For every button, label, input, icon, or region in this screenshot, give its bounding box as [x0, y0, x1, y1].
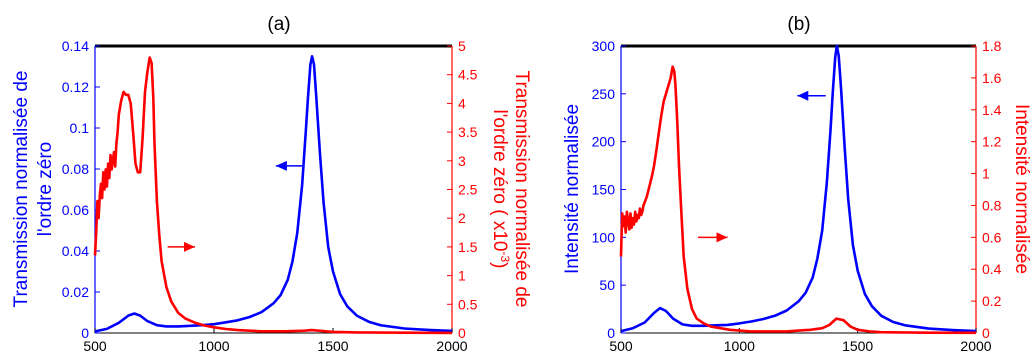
panel-a-left-tick-label: 0: [81, 325, 89, 341]
panel-b-left-tick-label: 200: [592, 134, 616, 150]
panel-b-arrow-head: [797, 90, 809, 101]
panel-b-plot: 500 1000 1500 200005010015020025030000.20.4…: [592, 38, 1002, 354]
panel-a-right-label: Transmission normalisée de l'ordre zéro …: [489, 71, 532, 308]
panel-a-right-axis-label-exponent: -3: [498, 251, 512, 262]
panel-b-left-tick-label: 100: [592, 229, 616, 245]
panel-b-x-tick-label: 500: [609, 338, 633, 354]
panel-b-left-tick-label: 50: [599, 277, 615, 293]
panel-a-right-tick-label: 0.5: [458, 296, 478, 312]
panel-b-right-tick-label: 0.2: [982, 293, 1002, 309]
panel-b-left-tick-label: 0: [607, 325, 615, 341]
panel-b-right-tick-label: 0.6: [982, 229, 1002, 245]
panel-b-right-tick-label: 1.4: [982, 102, 1002, 118]
panel-a-left-axis-label-line1: Transmission normalisée de: [11, 71, 32, 308]
panel-a-right-tick-label: 1.5: [458, 239, 478, 255]
panel-a-right-axis-label-line1: Transmission normalisée de: [511, 71, 532, 308]
panel-b: (b) Intensité normalisée Intensité norma…: [562, 14, 1032, 354]
panel-b-right-axis-label: Intensité normalisée: [1011, 104, 1032, 274]
panel-a-right-tick-label: 1: [458, 268, 466, 284]
panel-a-x-tick-label: 1500: [317, 338, 348, 354]
panel-b-left-tick-label: 250: [592, 86, 616, 102]
panel-a-left-tick-label: 0.06: [62, 202, 89, 218]
panel-a-right-tick-label: 4: [458, 95, 466, 111]
panel-b-x-tick-label: 2000: [960, 338, 991, 354]
panel-b-right-tick-label: 0: [982, 325, 990, 341]
panel-b-left-tick-label: 150: [592, 182, 616, 198]
panel-b-left-tick-label: 300: [592, 38, 616, 54]
panel-b-left-axis-label: Intensité normalisée: [562, 104, 583, 274]
panel-b-right-tick-label: 1: [982, 166, 990, 182]
panel-b-blue-series-line: [620, 44, 977, 333]
panel-b-arrow-head: [716, 232, 728, 243]
panel-b-red-series-line: [619, 65, 977, 335]
panel-a-arrow-head: [183, 241, 195, 252]
panel-a-plot: 500 1000 1500 200000.020.040.060.080.10.120…: [62, 38, 478, 354]
panel-a-right-tick-label: 2: [458, 210, 466, 226]
panel-a-right-axis-label-main: l'ordre zéro ( x10: [489, 110, 510, 252]
panel-a-arrow-head: [275, 160, 287, 171]
panel-a-right-tick-label: 2.5: [458, 182, 478, 198]
panel-a-left-tick-label: 0.12: [62, 79, 89, 95]
panel-a-right-tick-label: 3.5: [458, 124, 478, 140]
panel-a-left-tick-label: 0.02: [62, 284, 89, 300]
panel-b-right-tick-label: 1.2: [982, 134, 1002, 150]
panel-a-title: (a): [267, 14, 290, 35]
panel-a-right-tick-label: 3: [458, 153, 466, 169]
panel-a-left-axis-label-line2: l'ordre zéro: [35, 142, 56, 236]
panel-a-left-tick-label: 0.1: [70, 120, 90, 136]
panel-a-red-series-line: [93, 56, 453, 335]
panel-b-title: (b): [787, 14, 810, 35]
panel-a-left-label: Transmission normalisée de l'ordre zéro: [11, 71, 56, 308]
panel-a-right-axis-label-line2: l'ordre zéro ( x10-3): [489, 110, 512, 269]
panel-a-x-tick-label: 2000: [436, 338, 467, 354]
panel-a-right-tick-label: 5: [458, 38, 466, 54]
panel-a-left-tick-label: 0.14: [62, 38, 89, 54]
panel-a-blue-series-line: [94, 54, 453, 333]
panel-a-right-tick-label: 0: [458, 325, 466, 341]
panel-b-x-tick-label: 1500: [842, 338, 873, 354]
panel-a-left-tick-label: 0.08: [62, 161, 89, 177]
panel-a-right-tick-label: 4.5: [458, 67, 478, 83]
panel-a-left-tick-label: 0.04: [62, 243, 89, 259]
panel-b-x-tick-label: 1000: [724, 338, 755, 354]
panel-a-x-tick-label: 500: [83, 338, 107, 354]
panel-b-right-tick-label: 0.4: [982, 261, 1002, 277]
panel-a-x-tick-label: 1000: [198, 338, 229, 354]
panel-a-right-axis-label-close: ): [489, 262, 510, 268]
panel-b-right-tick-label: 1.8: [982, 38, 1002, 54]
panel-b-right-tick-label: 1.6: [982, 70, 1002, 86]
panel-a: (a) Transmission normalisée de l'ordre z…: [11, 14, 532, 354]
panel-b-right-tick-label: 0.8: [982, 197, 1002, 213]
